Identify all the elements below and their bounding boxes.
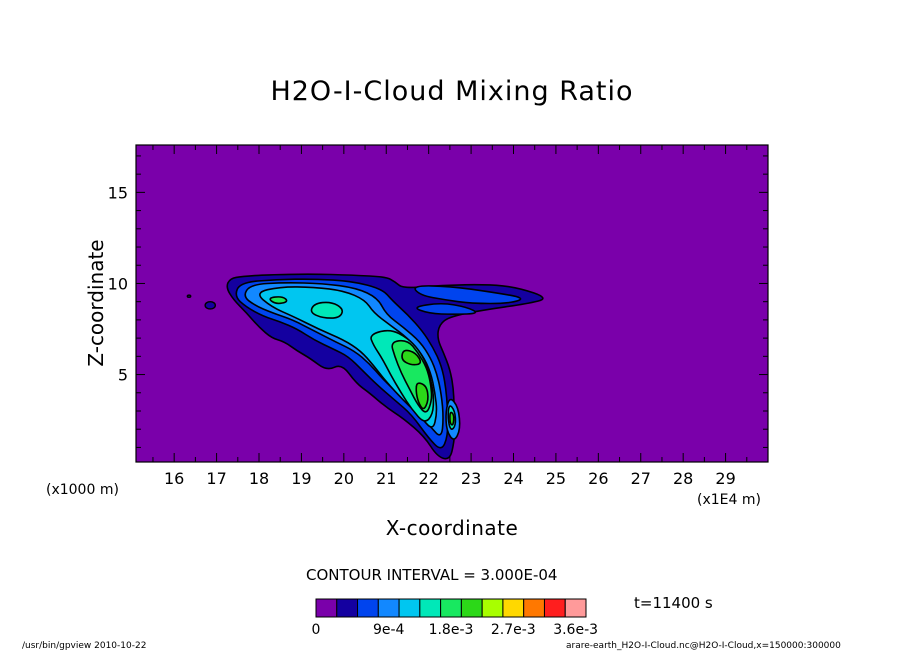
x-unit-label: (x1000 m): [46, 482, 119, 498]
x-tick-label: 25: [546, 469, 566, 488]
footer-program-date: /usr/bin/gpview 2010-10-22: [22, 641, 147, 651]
colorbar-swatch: [460, 598, 483, 618]
contour-region-level-2: [414, 285, 522, 305]
x-tick-label: 19: [291, 469, 311, 488]
x-tick-label: 23: [461, 469, 481, 488]
contour-region-level-6: [269, 296, 288, 305]
contour-region-level-3: [244, 282, 444, 436]
plot-axes: 16 17 18 19 20 21 22 23 24 25 26 27 28 29 5 10 15: [108, 144, 769, 488]
colorbar-swatch: [543, 598, 566, 618]
colorbar-swatch: [481, 598, 504, 618]
colorbar-swatch: [440, 598, 462, 618]
contour-region-level-5: [310, 301, 344, 319]
colorbar-tick-label: 1.8e-3: [429, 622, 474, 638]
x-scale-label: (x1E4 m): [697, 492, 761, 508]
colorbar-tick-label: 9e-4: [373, 622, 405, 638]
x-axis-label: X-coordinate: [385, 516, 519, 540]
time-label: t=11400 s: [634, 594, 713, 612]
contour-island: [204, 300, 217, 310]
contour-region-level-7: [415, 382, 429, 410]
colorbar-swatch: [502, 598, 525, 618]
y-tick-label: 15: [108, 183, 128, 202]
x-tick-label: 26: [588, 469, 608, 488]
x-tick-label: 20: [334, 469, 354, 488]
colorbar-swatch: [315, 598, 338, 618]
colorbar-swatch: [523, 598, 545, 618]
x-tick-label: 22: [418, 469, 438, 488]
colorbar-swatch: [377, 598, 400, 618]
x-tick-label: 16: [164, 469, 184, 488]
footer-data-source: arare-earth_H2O-I-Cloud.nc@H2O-I-Cloud,x…: [566, 641, 841, 651]
x-tick-label: 18: [249, 469, 269, 488]
x-tick-label: 17: [206, 469, 226, 488]
contour-island: [186, 294, 192, 299]
contour-region-level-2: [416, 302, 477, 315]
colorbar-swatch: [357, 598, 379, 618]
plot-frame: [135, 144, 769, 463]
contour-interval-label: CONTOUR INTERVAL = 3.000E-04: [306, 566, 558, 584]
x-tick-label: 24: [503, 469, 523, 488]
contour-region-level-7: [401, 349, 422, 366]
chart-title: H2O-I-Cloud Mixing Ratio: [270, 76, 634, 107]
x-tick-label: 21: [376, 469, 396, 488]
colorbar-swatch: [398, 598, 421, 618]
y-axis-label: Z-coordinate: [84, 239, 108, 367]
x-tick-label: 28: [673, 469, 693, 488]
y-tick-label: 5: [118, 366, 128, 385]
contour-field: [136, 145, 768, 462]
y-tick-label: 10: [108, 274, 128, 293]
colorbar-swatch: [336, 598, 359, 618]
colorbar-swatch: [419, 598, 442, 618]
x-tick-label: 27: [631, 469, 651, 488]
x-tick-label: 29: [715, 469, 735, 488]
colorbar-swatch: [564, 598, 587, 618]
colorbar-tick-label: 3.6e-3: [553, 622, 598, 638]
colorbar-tick-label: 0: [312, 622, 321, 638]
colorbar-tick-label: 2.7e-3: [491, 622, 536, 638]
contour-region-level-7: [449, 411, 455, 426]
colorbar: 0 9e-4 1.8e-3 2.7e-3 3.6e-3: [312, 598, 598, 638]
